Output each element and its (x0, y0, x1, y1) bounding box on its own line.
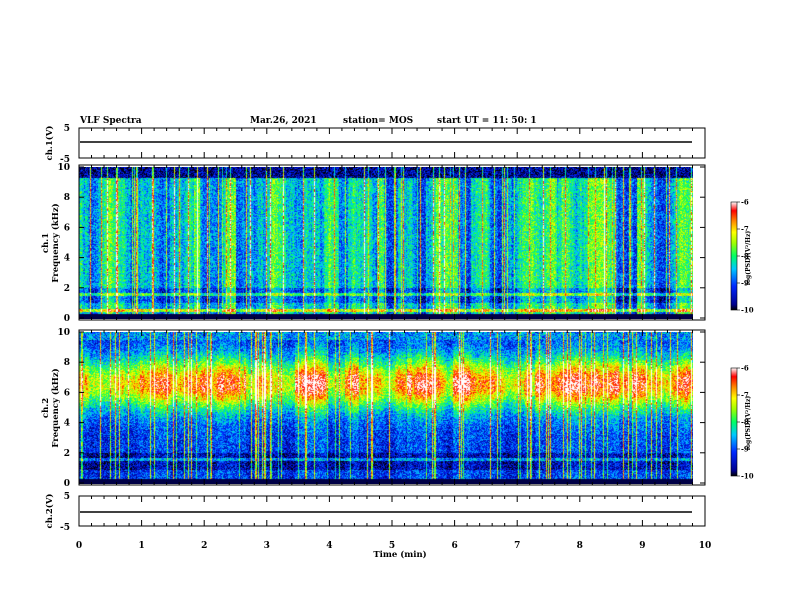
time-tick-marks (78, 128, 706, 526)
ch2-colorbar (730, 367, 738, 477)
ch1-spectrogram-image (79, 167, 693, 319)
date-label: Mar.26, 2021 (250, 116, 317, 126)
freq-ticklabel: 2 (64, 284, 70, 294)
ch1-spectrogram-yticks: 0 2 4 6 8 10 (57, 163, 705, 324)
colorbar-ticklabel: -9 (741, 279, 749, 288)
ch1-wave-ylabel: ch.1(V) (44, 126, 55, 161)
station-label: station= MOS (343, 116, 413, 126)
time-ticklabel: 2 (201, 541, 207, 551)
time-ticklabel: 5 (389, 541, 395, 551)
colorbar-ticklabel: -9 (741, 445, 749, 454)
freq-ticklabel: 8 (64, 358, 70, 368)
time-ticklabel: 9 (639, 541, 645, 551)
ch1-spectrogram-channel-label: ch.1 (41, 233, 51, 253)
time-ticklabel: 6 (451, 541, 457, 551)
colorbar-ticklabel: -7 (741, 225, 749, 234)
time-ticklabel: 4 (326, 541, 332, 551)
ch1-wave-ytick-top: 5 (64, 124, 70, 134)
time-ticklabel: 8 (577, 541, 583, 551)
time-axis-ticklabels: 0 1 2 3 4 5 6 7 8 9 10 (76, 541, 711, 551)
colorbar-ticklabel: -10 (741, 306, 754, 315)
colorbar-ticklabel: -8 (741, 252, 749, 261)
freq-ticklabel: 4 (64, 419, 70, 429)
colorbar-ticklabel: -7 (741, 391, 749, 400)
freq-ticklabel: 0 (64, 314, 70, 324)
freq-ticklabel: 6 (64, 223, 70, 233)
freq-ticklabel: 10 (57, 328, 70, 338)
ch2-wave-ylabel: ch.2(V) (44, 494, 55, 529)
ch2-wave-ytick-top: 5 (64, 492, 70, 502)
ch2-spectrogram-yticks: 0 2 4 6 8 10 (57, 328, 705, 489)
ch2-spectrogram-channel-label: ch.2 (41, 398, 51, 418)
ch1-colorbar-label: log(PSD)(V²/Hz) (745, 231, 752, 286)
freq-ticklabel: 6 (64, 388, 70, 398)
ch1-colorbar-ticks: -6 -7 -8 -9 -10 (737, 198, 754, 315)
freq-ticklabel: 2 (64, 449, 70, 459)
freq-ticklabel: 10 (57, 163, 70, 173)
colorbar-ticklabel: -10 (741, 472, 754, 481)
time-ticklabel: 10 (699, 541, 712, 551)
freq-ticklabel: 8 (64, 193, 70, 203)
time-ticklabel: 0 (76, 541, 82, 551)
start-time-label: start UT = 11: 50: 1 (437, 116, 537, 126)
figure-title: VLF Spectra (79, 116, 142, 126)
ch1-wave-ytick-bottom: -5 (60, 155, 70, 165)
time-axis-label: Time (min) (373, 549, 426, 560)
time-ticklabel: 3 (264, 541, 270, 551)
ch2-wave-ytick-bottom: -5 (60, 523, 70, 533)
freq-ticklabel: 4 (64, 254, 70, 264)
ch2-spectrogram-image (79, 332, 693, 484)
freq-ticklabel: 0 (64, 479, 70, 489)
colorbar-ticklabel: -6 (741, 198, 749, 207)
ch2-spectrogram-ylabel: Frequency (kHz) (50, 368, 61, 447)
ch2-colorbar-ticks: -6 -7 -8 -9 -10 (737, 364, 754, 481)
colorbar-ticklabel: -6 (741, 364, 749, 373)
time-ticklabel: 7 (514, 541, 520, 551)
ch2-colorbar-label: log(PSD)(V²/Hz) (745, 396, 752, 451)
colorbar-ticklabel: -8 (741, 418, 749, 427)
ch1-spectrogram-ylabel: Frequency (kHz) (50, 203, 61, 282)
time-ticklabel: 1 (138, 541, 144, 551)
ch1-colorbar (730, 201, 738, 311)
